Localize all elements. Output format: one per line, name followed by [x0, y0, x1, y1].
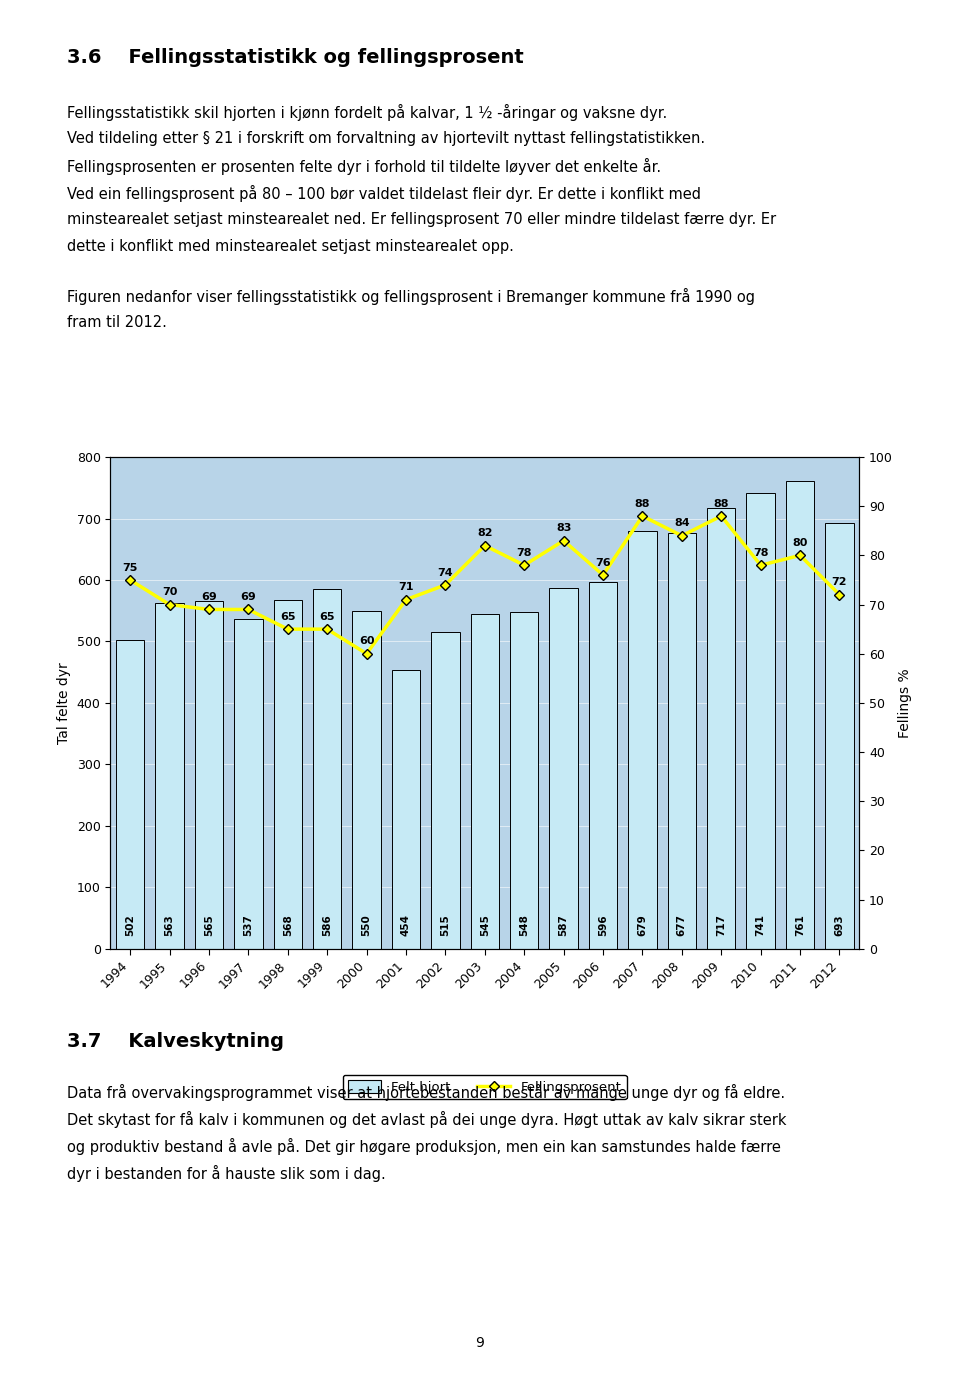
- Text: Fellingsstatistikk skil hjorten i kjønn fordelt på kalvar, 1 ½ -åringar og vaksn: Fellingsstatistikk skil hjorten i kjønn …: [67, 104, 667, 120]
- Text: fram til 2012.: fram til 2012.: [67, 314, 167, 330]
- Text: 587: 587: [559, 914, 568, 936]
- Text: 565: 565: [204, 914, 214, 936]
- Text: 88: 88: [713, 499, 729, 508]
- Text: 71: 71: [398, 582, 414, 593]
- Bar: [708, 508, 735, 949]
- Text: 3.6    Fellingsstatistikk og fellingsprosent: 3.6 Fellingsstatistikk og fellingsprosen…: [67, 48, 524, 68]
- Text: 76: 76: [595, 558, 611, 568]
- Y-axis label: Fellings %: Fellings %: [899, 668, 912, 738]
- Bar: [274, 600, 302, 949]
- Text: 677: 677: [677, 914, 686, 936]
- Y-axis label: Tal felte dyr: Tal felte dyr: [58, 662, 71, 744]
- Text: Fellingsprosenten er prosenten felte dyr i forhold til tildelte løyver det enkel: Fellingsprosenten er prosenten felte dyr…: [67, 158, 661, 175]
- Text: 80: 80: [792, 537, 807, 548]
- Bar: [588, 583, 617, 949]
- Text: Ved tildeling etter § 21 i forskrift om forvaltning av hjortevilt nyttast fellin: Ved tildeling etter § 21 i forskrift om …: [67, 132, 706, 145]
- Text: 69: 69: [240, 593, 256, 602]
- Text: 75: 75: [123, 562, 138, 572]
- Text: 70: 70: [162, 587, 178, 597]
- Text: 550: 550: [362, 914, 372, 936]
- Bar: [234, 619, 262, 949]
- Bar: [195, 601, 223, 949]
- Bar: [116, 640, 144, 949]
- Text: 515: 515: [441, 914, 450, 936]
- Text: Figuren nedanfor viser fellingsstatistikk og fellingsprosent i Bremanger kommune: Figuren nedanfor viser fellingsstatistik…: [67, 288, 756, 305]
- Bar: [313, 589, 342, 949]
- Text: og produktiv bestand å avle på. Det gir høgare produksjon, men ein kan samstunde: og produktiv bestand å avle på. Det gir …: [67, 1138, 781, 1155]
- Text: 60: 60: [359, 636, 374, 647]
- Text: 3.7    Kalveskytning: 3.7 Kalveskytning: [67, 1032, 284, 1051]
- Text: 78: 78: [516, 548, 532, 558]
- Bar: [786, 481, 814, 949]
- Text: 82: 82: [477, 528, 492, 539]
- Text: 741: 741: [756, 914, 766, 936]
- Text: 88: 88: [635, 499, 650, 508]
- Text: 454: 454: [401, 914, 411, 936]
- Bar: [352, 611, 381, 949]
- Bar: [392, 670, 420, 949]
- Bar: [747, 493, 775, 949]
- Text: 69: 69: [201, 593, 217, 602]
- Text: 679: 679: [637, 914, 647, 936]
- Legend: Felt hjort, Fellingsprosent: Felt hjort, Fellingsprosent: [343, 1075, 627, 1100]
- Bar: [628, 532, 657, 949]
- Text: 72: 72: [831, 578, 848, 587]
- Text: 568: 568: [283, 914, 293, 936]
- Bar: [156, 602, 183, 949]
- Text: dyr i bestanden for å hauste slik som i dag.: dyr i bestanden for å hauste slik som i …: [67, 1165, 386, 1183]
- Text: 74: 74: [438, 568, 453, 578]
- Text: 9: 9: [475, 1337, 485, 1350]
- Text: dette i konflikt med minstearealet setjast minstearealet opp.: dette i konflikt med minstearealet setja…: [67, 238, 514, 253]
- Text: 65: 65: [280, 612, 296, 622]
- Text: Ved ein fellingsprosent på 80 – 100 bør valdet tildelast fleir dyr. Er dette i k: Ved ein fellingsprosent på 80 – 100 bør …: [67, 186, 701, 202]
- Text: 78: 78: [753, 548, 768, 558]
- Text: 761: 761: [795, 914, 805, 936]
- Bar: [470, 614, 499, 949]
- Text: 545: 545: [480, 914, 490, 936]
- Bar: [826, 522, 853, 949]
- Text: 65: 65: [320, 612, 335, 622]
- Bar: [510, 612, 539, 949]
- Bar: [431, 632, 460, 949]
- Text: 502: 502: [125, 914, 135, 936]
- Text: 563: 563: [164, 914, 175, 936]
- Text: Data frå overvakingsprogrammet viser at hjortebestanden består av mange unge dyr: Data frå overvakingsprogrammet viser at …: [67, 1084, 785, 1101]
- Text: 83: 83: [556, 524, 571, 533]
- Text: 596: 596: [598, 915, 608, 936]
- Text: minstearealet setjast minstearealet ned. Er fellingsprosent 70 eller mindre tild: minstearealet setjast minstearealet ned.…: [67, 212, 777, 227]
- Text: 717: 717: [716, 914, 727, 936]
- Text: 586: 586: [323, 914, 332, 936]
- Bar: [667, 533, 696, 949]
- Text: 693: 693: [834, 915, 845, 936]
- Text: 537: 537: [243, 914, 253, 936]
- Bar: [549, 589, 578, 949]
- Text: 84: 84: [674, 518, 689, 528]
- Text: 548: 548: [519, 914, 529, 936]
- Text: Det skytast for få kalv i kommunen og det avlast på dei unge dyra. Høgt uttak av: Det skytast for få kalv i kommunen og de…: [67, 1111, 786, 1129]
